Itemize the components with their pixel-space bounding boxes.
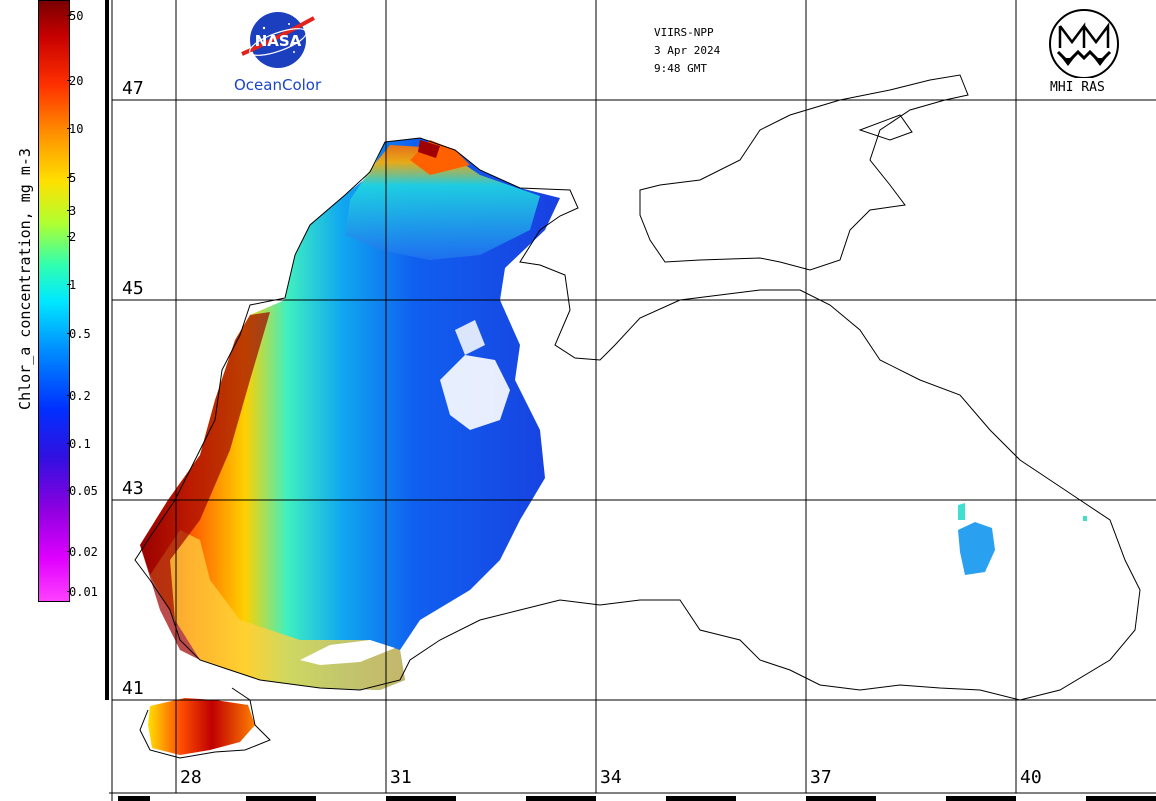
colorbar-tick: 0.1 [67, 437, 91, 451]
acquisition-time: 9:48 GMT [654, 62, 707, 75]
oceancolor-text: OceanColor [234, 76, 322, 94]
colorbar-tick: 50 [66, 9, 84, 23]
chlorophyll-field [140, 138, 1087, 755]
nasa-wordmark: NASA [255, 32, 302, 50]
latitude-label: 45 [120, 278, 146, 299]
mhi-emblem-icon [1049, 9, 1119, 79]
latitude-label: 43 [120, 478, 146, 499]
colorbar-tick: 10 [66, 122, 84, 136]
longitude-label: 40 [1020, 767, 1042, 788]
colorbar-tick: 3 [66, 204, 77, 218]
colorbar-scale [38, 0, 70, 602]
nasa-oceancolor-logo: NASA OceanColor [234, 10, 334, 94]
nasa-meatball-icon: NASA [241, 12, 315, 68]
longitude-label: 28 [180, 767, 202, 788]
colorbar-tick: 2 [66, 230, 77, 244]
colorbar-tick: 0.05 [67, 484, 98, 498]
sensor-name: VIIRS-NPP [654, 26, 714, 39]
left-scale-bars [105, 0, 109, 801]
bottom-scale-strip [105, 792, 1156, 801]
mhi-ras-text: MHI RAS [1050, 80, 1105, 95]
colorbar-tick: 1 [66, 278, 77, 292]
graticule [112, 0, 1156, 793]
mhi-ras-logo: MHI RAS [1046, 6, 1126, 95]
colorbar-tick: 0.2 [67, 389, 91, 403]
colorbar-tick: 20 [66, 74, 84, 88]
longitude-label: 31 [390, 767, 412, 788]
coastline [134, 74, 1141, 759]
colorbar-tick: 0.5 [67, 327, 91, 341]
latitude-label: 47 [120, 78, 146, 99]
longitude-label: 34 [600, 767, 622, 788]
colorbar-ticks: 50 20 10 5 3 2 1 0.5 0.2 0.1 0.05 0.02 0… [66, 0, 105, 600]
colorbar-tick: 5 [66, 171, 77, 185]
colorbar-tick: 0.01 [67, 585, 98, 599]
longitude-label: 37 [810, 767, 832, 788]
acquisition-date: 3 Apr 2024 [654, 44, 721, 57]
image-header: VIIRS-NPP 3 Apr 2024 9:48 GMT [654, 24, 720, 78]
colorbar-tick: 0.02 [67, 545, 98, 559]
latitude-label: 41 [120, 678, 146, 699]
